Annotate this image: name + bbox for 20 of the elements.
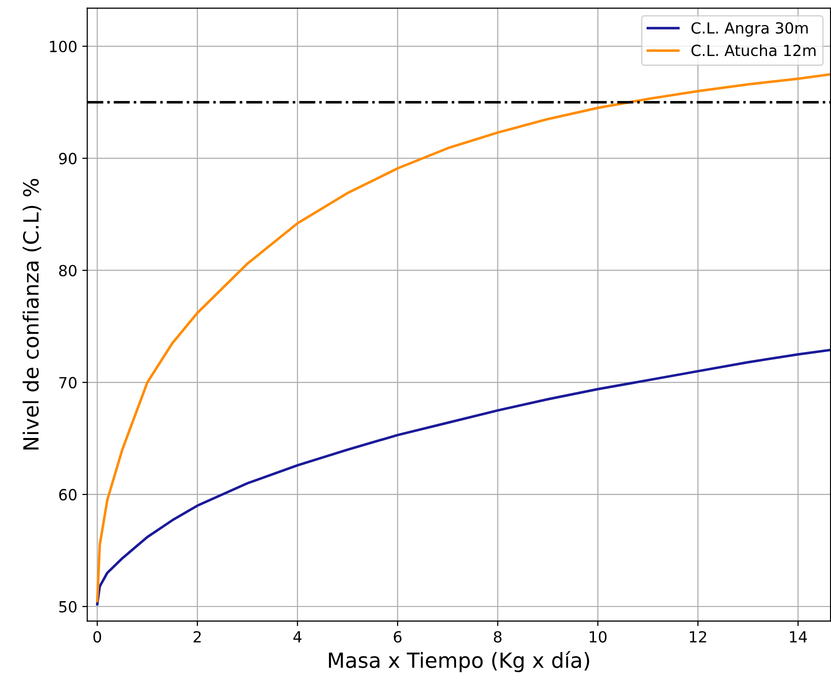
x-tick-label: 0 [93, 631, 102, 643]
y-tick-label: 100 [50, 40, 77, 52]
legend-label: C.L. Angra 30m [691, 22, 808, 37]
line-series [96, 348, 831, 606]
x-tick-label: 12 [690, 631, 706, 642]
y-axis-title: Nivel de confianza (C.L) % [22, 178, 42, 450]
legend-label: C.L. Atucha 12m [691, 44, 816, 56]
x-tick-label: 6 [394, 631, 402, 643]
y-tick-label: 60 [59, 488, 77, 500]
x-tick-label: 10 [590, 631, 607, 643]
y-tick-label: 90 [59, 152, 77, 164]
line-series [96, 73, 831, 602]
y-tick-label: 70 [59, 376, 77, 388]
x-tick-label: 2 [194, 631, 201, 642]
y-tick-label: 80 [59, 264, 77, 276]
x-tick-label: 14 [790, 631, 807, 642]
x-tick-label: 8 [494, 631, 502, 643]
y-tick-label: 50 [59, 600, 77, 613]
x-tick-label: 4 [293, 631, 302, 642]
x-axis-title: Masa x Tiempo (Kg x día) [328, 651, 590, 672]
